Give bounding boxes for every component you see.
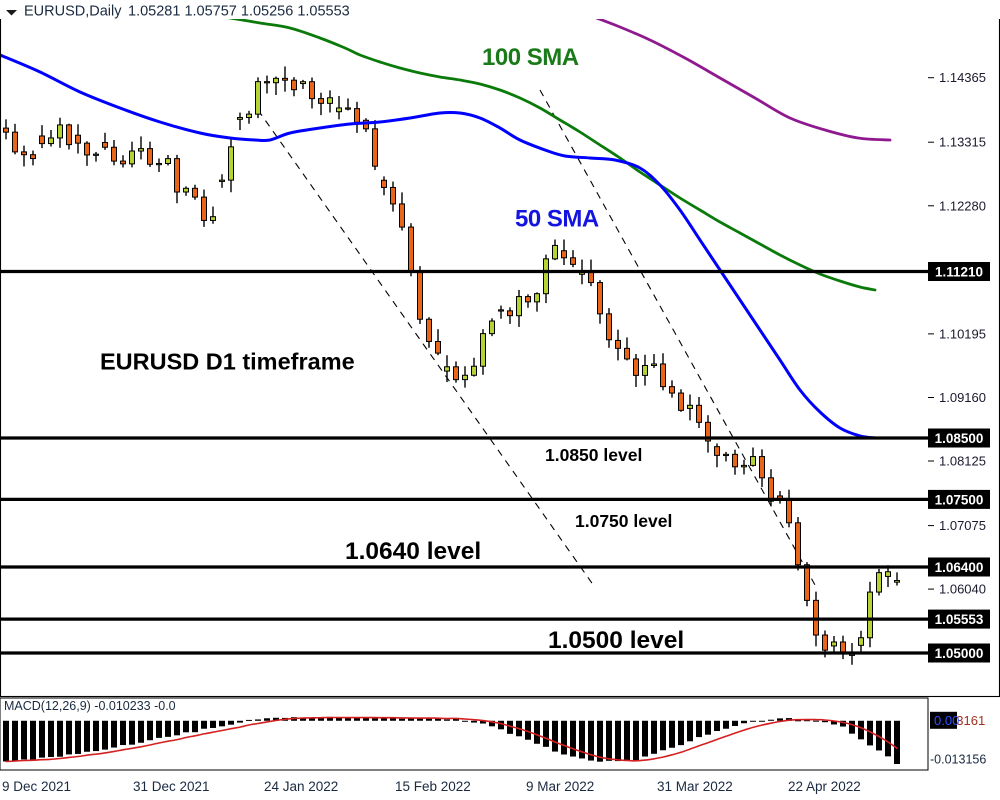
svg-text:9 Dec 2021: 9 Dec 2021 bbox=[2, 779, 71, 794]
svg-text:1.0500 level: 1.0500 level bbox=[548, 627, 684, 654]
svg-text:-0.013156: -0.013156 bbox=[930, 753, 986, 767]
svg-text:15 Feb 2022: 15 Feb 2022 bbox=[395, 779, 471, 794]
svg-text:100 SMA: 100 SMA bbox=[482, 44, 579, 71]
svg-text:22 Apr 2022: 22 Apr 2022 bbox=[788, 779, 861, 794]
svg-text:1.07075: 1.07075 bbox=[939, 518, 986, 533]
svg-text:1.08125: 1.08125 bbox=[939, 454, 986, 469]
svg-text:1.11210: 1.11210 bbox=[935, 265, 983, 280]
svg-text:1.0640 level: 1.0640 level bbox=[345, 538, 481, 565]
svg-text:1.10195: 1.10195 bbox=[939, 326, 986, 341]
svg-text:1.09160: 1.09160 bbox=[939, 390, 986, 405]
svg-text:1.13315: 1.13315 bbox=[939, 135, 986, 150]
svg-text:1.0850 level: 1.0850 level bbox=[545, 445, 642, 465]
svg-text:50 SMA: 50 SMA bbox=[515, 206, 599, 233]
svg-text:1.05553: 1.05553 bbox=[935, 612, 984, 627]
svg-text:9 Mar 2022: 9 Mar 2022 bbox=[526, 779, 594, 794]
svg-text:1.06040: 1.06040 bbox=[939, 582, 986, 597]
svg-text:MACD(12,26,9) -0.010233 -0.0: MACD(12,26,9) -0.010233 -0.0 bbox=[4, 699, 176, 713]
svg-text:31 Dec 2021: 31 Dec 2021 bbox=[133, 779, 210, 794]
svg-text:1.05000: 1.05000 bbox=[935, 646, 984, 661]
svg-text:1.08500: 1.08500 bbox=[935, 431, 984, 446]
svg-text:1.14365: 1.14365 bbox=[939, 70, 986, 85]
svg-text:EURUSD D1 timeframe: EURUSD D1 timeframe bbox=[100, 349, 355, 375]
svg-text:1.0750 level: 1.0750 level bbox=[575, 511, 672, 531]
svg-text:1.07500: 1.07500 bbox=[935, 492, 984, 507]
svg-text:EURUSD,Daily: EURUSD,Daily bbox=[24, 4, 122, 20]
svg-text:1.12280: 1.12280 bbox=[939, 198, 986, 213]
svg-text:1.05281 1.05757 1.05256 1.0555: 1.05281 1.05757 1.05256 1.05553 bbox=[128, 4, 350, 20]
svg-text:0.00: 0.00 bbox=[934, 713, 959, 728]
svg-text:31 Mar 2022: 31 Mar 2022 bbox=[657, 779, 733, 794]
svg-text:24 Jan 2022: 24 Jan 2022 bbox=[264, 779, 338, 794]
svg-text:1.06400: 1.06400 bbox=[935, 560, 984, 575]
